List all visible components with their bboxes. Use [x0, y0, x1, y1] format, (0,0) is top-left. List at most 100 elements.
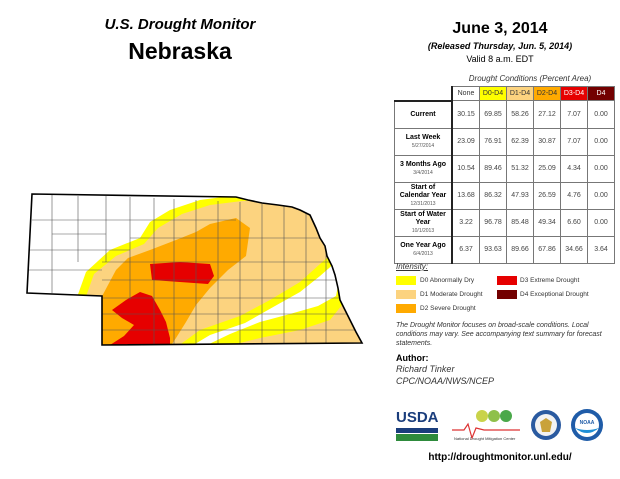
- cell: 0.00: [587, 127, 615, 156]
- cell: 30.15: [451, 100, 480, 129]
- cell: 4.34: [560, 154, 588, 183]
- cell: 47.93: [506, 181, 534, 210]
- d0-label: D0 Abnormally Dry: [420, 277, 475, 284]
- valid-time: Valid 8 a.m. EDT: [466, 54, 534, 64]
- d2-label: D2 Severe Drought: [420, 305, 476, 312]
- cell: 10.54: [451, 154, 480, 183]
- website-url[interactable]: http://droughtmonitor.unl.edu/: [428, 452, 572, 463]
- table-row: Current 30.15 69.85 58.26 27.12 7.07 0.0…: [394, 100, 615, 129]
- table-row: 3 Months Ago 3/4/2014 10.54 89.46 51.32 2…: [394, 154, 615, 183]
- cell: 0.00: [587, 100, 615, 129]
- doc-seal-logo: [531, 410, 561, 440]
- none-east-band: [185, 262, 340, 345]
- row-label: Start of Water Year 10/1/2013: [394, 208, 453, 237]
- usda-logo: USDA: [396, 409, 439, 441]
- author-heading: Author:: [396, 353, 429, 363]
- d3-swatch: [497, 276, 517, 285]
- nebraska-drought-map: [26, 193, 364, 346]
- cell: 34.66: [560, 235, 588, 264]
- product-title: U.S. Drought Monitor: [104, 16, 256, 33]
- usda-logo-text: USDA: [396, 409, 439, 426]
- cell: 3.64: [587, 235, 615, 264]
- cell: 76.91: [479, 127, 507, 156]
- cell: 58.26: [506, 100, 534, 129]
- row-label-text: Last Week: [405, 133, 441, 141]
- cell: 0.00: [587, 181, 615, 210]
- cell: 6.37: [451, 235, 480, 264]
- table-row: Start of Water Year 10/1/2013 3.22 96.78 …: [394, 208, 615, 237]
- cell: 25.09: [533, 154, 561, 183]
- row-label: Start of Calendar Year 12/31/2013: [394, 181, 453, 210]
- col-d1-d4: D1-D4: [506, 86, 534, 101]
- d3-southwest: [110, 292, 170, 345]
- ndmc-logo-text: National Drought Mitigation Center: [454, 436, 516, 441]
- cell: 7.07: [560, 100, 588, 129]
- table-row: Start of Calendar Year 12/31/2013 13.68 8…: [394, 181, 615, 210]
- cell: 0.00: [587, 208, 615, 237]
- d1-label: D1 Moderate Drought: [420, 291, 483, 298]
- cell: 7.07: [560, 127, 588, 156]
- d2-swatch: [396, 304, 416, 313]
- author-org: CPC/NOAA/NWS/NCEP: [396, 376, 495, 386]
- row-label-text: Start of Calendar Year: [399, 183, 447, 199]
- cell: 67.86: [533, 235, 561, 264]
- drought-conditions-table: None D0-D4 D1-D4 D2-D4 D3-D4 D4 Current …: [394, 86, 615, 264]
- cell: 3.22: [451, 208, 480, 237]
- col-d2-d4: D2-D4: [533, 86, 561, 101]
- row-label: Current: [394, 100, 453, 129]
- cell: 86.32: [479, 181, 507, 210]
- cell: 6.60: [560, 208, 588, 237]
- d1-swatch: [396, 290, 416, 299]
- cell: 51.32: [506, 154, 534, 183]
- cell: 89.46: [479, 154, 507, 183]
- d4-swatch: [497, 290, 517, 299]
- col-d0-d4: D0-D4: [479, 86, 507, 101]
- disclaimer-note: The Drought Monitor focuses on broad-sca…: [396, 322, 602, 347]
- row-label: Last Week 5/27/2014: [394, 127, 453, 156]
- table-row: One Year Ago 6/4/2013 6.37 93.63 89.66 67…: [394, 235, 615, 264]
- cell: 30.87: [533, 127, 561, 156]
- row-label: One Year Ago 6/4/2013: [394, 235, 453, 264]
- cell: 23.09: [451, 127, 480, 156]
- state-title: Nebraska: [128, 38, 232, 64]
- cell: 93.63: [479, 235, 507, 264]
- row-date: 6/4/2013: [413, 250, 433, 257]
- county-lines: [27, 195, 356, 345]
- d3-central: [150, 262, 214, 284]
- row-label: 3 Months Ago 3/4/2014: [394, 154, 453, 183]
- cell: 0.00: [587, 154, 615, 183]
- state-outline: [26, 193, 364, 346]
- row-date: 3/4/2014: [413, 169, 433, 176]
- cell: 13.68: [451, 181, 480, 210]
- cell: 49.34: [533, 208, 561, 237]
- cell: 89.66: [506, 235, 534, 264]
- map-date: June 3, 2014: [452, 20, 548, 37]
- legend-title: Intensity:: [396, 262, 429, 271]
- row-date: 10/1/2013: [411, 227, 435, 234]
- table-row: Last Week 5/27/2014 23.09 76.91 62.39 30.…: [394, 127, 615, 156]
- cell: 4.76: [560, 181, 588, 210]
- header-blank: [394, 86, 453, 102]
- cell: 85.48: [506, 208, 534, 237]
- cell: 96.78: [479, 208, 507, 237]
- col-none: None: [451, 86, 480, 101]
- cell: 62.39: [506, 127, 534, 156]
- cell: 26.59: [533, 181, 561, 210]
- cell: 27.12: [533, 100, 561, 129]
- ndmc-logo: National Drought Mitigation Center: [452, 410, 520, 441]
- row-date: 12/31/2013: [410, 200, 436, 207]
- col-d4: D4: [587, 86, 615, 101]
- row-label-text: One Year Ago: [400, 241, 446, 249]
- cell: 69.85: [479, 100, 507, 129]
- row-label-text: 3 Months Ago: [399, 160, 446, 168]
- table-caption: Drought Conditions (Percent Area): [468, 74, 592, 83]
- row-date: 5/27/2014: [411, 142, 435, 149]
- d4-label: D4 Exceptional Drought: [520, 291, 589, 298]
- noaa-logo: NOAA: [571, 409, 603, 441]
- author-name: Richard Tinker: [396, 364, 455, 374]
- row-label-text: Start of Water Year: [400, 210, 446, 226]
- release-date: (Released Thursday, Jun. 5, 2014): [427, 41, 573, 51]
- d0-swatch: [396, 276, 416, 285]
- table-header-row: None D0-D4 D1-D4 D2-D4 D3-D4 D4: [394, 86, 615, 102]
- col-d3-d4: D3-D4: [560, 86, 588, 101]
